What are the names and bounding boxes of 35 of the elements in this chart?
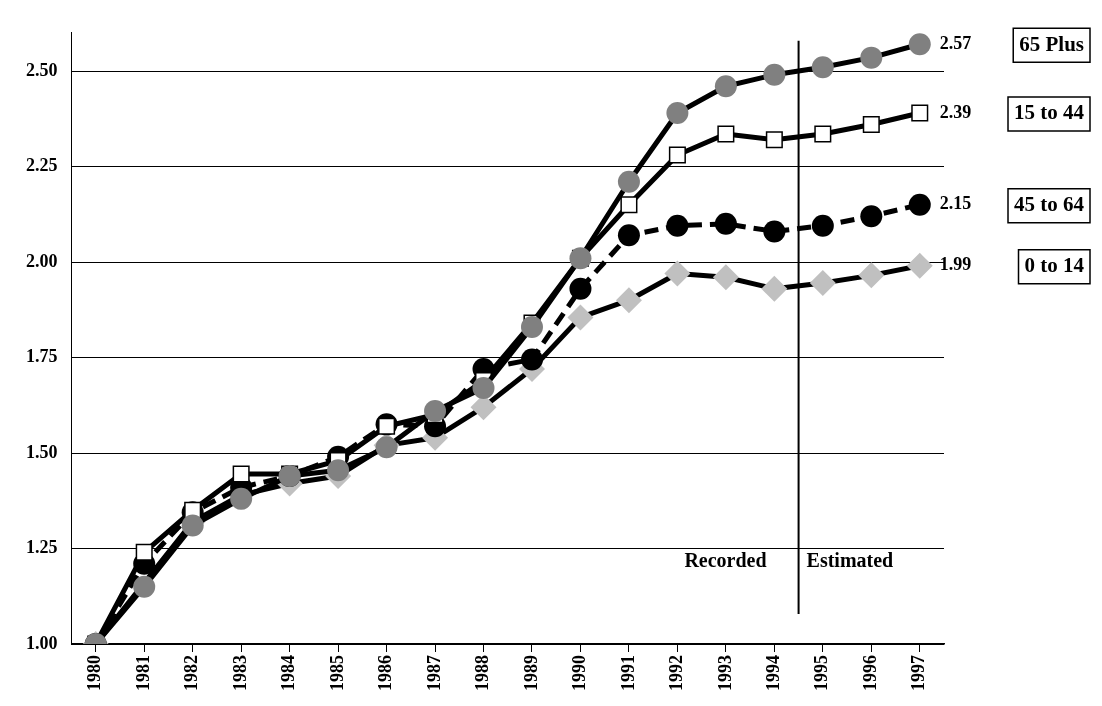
x-tick-label: 1984	[278, 655, 299, 691]
x-tick-label: 1994	[763, 655, 783, 691]
text: 15 to 44	[1014, 100, 1085, 125]
x-tick-label: 1985	[326, 655, 347, 691]
x-tick-label: 1992	[666, 655, 687, 691]
x-tick-label: 1989	[520, 655, 541, 691]
x-tick-label: 1995	[811, 655, 832, 691]
data-label: 2.39	[939, 101, 972, 122]
x-tick-label: 1981	[132, 655, 153, 691]
y-tick-label: 2.00	[26, 250, 58, 271]
text: 65 Plus	[1019, 31, 1084, 56]
x-tick-label: 1983	[229, 655, 250, 691]
x-tick-label: 1986	[375, 655, 396, 691]
y-tick-label: 1.00	[26, 632, 58, 653]
x-tick-label: 1997	[908, 655, 929, 691]
annotation: Estimated	[806, 549, 894, 572]
text: 0 to 14	[1024, 253, 1085, 278]
x-tick-label: 1980	[84, 655, 105, 691]
x-tick-label: 1988	[472, 655, 493, 691]
x-tick-label: 1990	[569, 655, 590, 691]
data-label: 1.99	[939, 254, 972, 275]
data-label: 2.57	[939, 32, 972, 53]
x-tick-label: 1982	[181, 655, 202, 691]
y-tick-label: 1.50	[26, 441, 58, 462]
x-tick-label: 1987	[423, 655, 444, 691]
y-tick-label: 1.75	[26, 346, 58, 367]
x-tick-label: 1996	[859, 655, 880, 691]
text: 45 to 64	[1014, 192, 1085, 217]
x-tick-label: 1993	[714, 655, 735, 691]
data-label: 2.15	[939, 193, 972, 214]
y-tick-label: 2.25	[26, 155, 58, 176]
y-tick-label: 1.25	[26, 537, 58, 558]
annotation: Recorded	[684, 549, 767, 572]
y-tick-label: 2.50	[26, 59, 58, 80]
x-tick-label: 1991	[617, 655, 638, 691]
